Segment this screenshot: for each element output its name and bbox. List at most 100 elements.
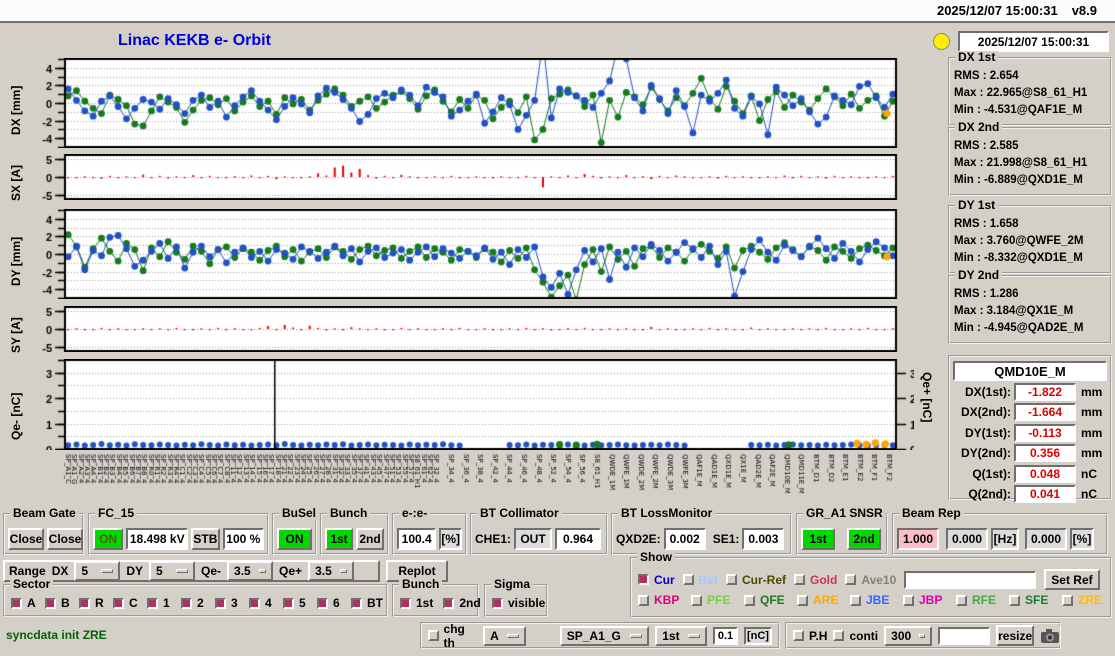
bunch-2nd-item[interactable]: 2nd [443,596,481,610]
ee-ratio-title: e-:e- [399,507,431,520]
sector-5-checkbox[interactable] [283,597,294,609]
chg-th-checkbox[interactable] [428,630,439,641]
show-cur-item[interactable]: Cur [638,573,675,587]
gr-2nd-button[interactable]: 2nd [847,528,881,550]
show-kbp-item[interactable]: KBP [638,593,684,607]
beam-gate-close-button-1[interactable]: Close [8,528,44,550]
sector-bt-item[interactable]: BT [351,596,385,610]
resize-button[interactable]: resize [996,625,1035,646]
show-jbp-checkbox[interactable] [903,594,914,606]
sector-6-item[interactable]: 6 [317,596,351,610]
show-rfe-checkbox[interactable] [956,594,967,606]
beam-rep-group: Beam Rep 1.000 0.000 [Hz] 0.000 [%] [892,507,1108,555]
show-are-checkbox[interactable] [797,594,808,606]
dx-plot [34,58,914,148]
sector-c-checkbox[interactable] [113,597,124,609]
show-zre-item[interactable]: ZRE [1062,593,1108,607]
sigma-visible-item[interactable]: visible [492,596,545,610]
bunch-1st-button[interactable]: 1st [325,528,353,550]
beam-gate-close-button-2[interactable]: Close [47,528,83,550]
camera-button[interactable] [1040,625,1061,646]
sector-bt-checkbox[interactable] [351,597,362,609]
range-dx-select[interactable]: 5 [74,561,121,581]
sector-bt-label: BT [367,596,383,610]
sector-4-item[interactable]: 4 [249,596,283,610]
show-ave10-item[interactable]: Ave10 [845,573,896,587]
charge-plot [34,359,914,450]
count-select[interactable]: 300 [884,625,933,646]
bunch-order-select[interactable]: 1st [655,625,707,646]
show-cur-ref-item[interactable]: Cur-Ref [726,573,786,587]
sector-c-item[interactable]: C [113,596,147,610]
show-gold-checkbox[interactable] [794,574,806,585]
sector-6-checkbox[interactable] [317,597,328,609]
bunch-2nd-button[interactable]: 2nd [356,528,384,550]
set-ref-input[interactable] [904,570,1037,589]
qxd2e-label: QXD2E: [616,532,661,546]
sector-b-item[interactable]: B [45,596,79,610]
sigma-visible-checkbox[interactable] [492,597,503,609]
bunch-1st-item[interactable]: 1st [400,596,433,610]
sector-1-item[interactable]: 1 [147,596,181,610]
sp-device-select[interactable]: SP_A1_G [559,625,650,646]
show-are-item[interactable]: ARE [797,593,843,607]
count-input[interactable] [938,626,991,645]
ph-checkbox[interactable] [793,630,804,641]
bunch-2nd-label: 2nd [459,596,481,610]
show-cur-checkbox[interactable] [638,574,649,585]
bunch-2nd-checkbox[interactable] [443,597,455,609]
show-cur-ref-checkbox[interactable] [726,574,738,585]
range-dy-select[interactable]: 5 [149,561,196,581]
show-sfe-checkbox[interactable] [1009,594,1020,606]
show-cur-ref-label: Cur-Ref [742,572,787,587]
show-ref-item[interactable]: Ref [682,573,718,587]
range-qe--select[interactable]: 3.5 [227,561,274,581]
sector-3-item[interactable]: 3 [215,596,249,610]
fc15-stb-button[interactable]: STB [191,528,220,550]
sector-3-checkbox[interactable] [215,597,226,609]
beam-rep-unit-pct: [%] [1070,528,1094,550]
sector-r-item[interactable]: R [79,596,113,610]
sector-1-checkbox[interactable] [147,597,158,609]
conti-checkbox[interactable] [833,630,845,641]
show-kbp-checkbox[interactable] [638,594,649,606]
sector-a-checkbox[interactable] [11,597,22,609]
set-ref-button[interactable]: Set Ref [1044,569,1100,590]
bunch-1st-checkbox[interactable] [400,597,411,609]
chg-th-select[interactable]: A [483,625,526,646]
show-rfe-item[interactable]: RFE [956,593,1002,607]
show-ave10-checkbox[interactable] [845,574,857,585]
sector-2-item[interactable]: 2 [181,596,215,610]
fc15-on-button[interactable]: ON [93,528,124,550]
conti-checkbox-item[interactable]: conti [833,629,878,643]
show-jbe-checkbox[interactable] [850,594,861,606]
show-pfe-checkbox[interactable] [691,594,702,606]
ph-label: P.H [809,628,828,643]
sector-r-checkbox[interactable] [79,597,90,609]
chg-th-checkbox-item[interactable]: chg th [428,622,477,650]
beam-rep-value-1: 1.000 [897,528,939,550]
show-zre-checkbox[interactable] [1062,594,1073,606]
threshold-input[interactable]: 0.1 [713,626,738,645]
busel-on-button[interactable]: ON [277,528,312,550]
sector-2-checkbox[interactable] [181,597,192,609]
monitor-row-label: DY(1st): [964,425,1011,440]
gr-1st-button[interactable]: 1st [801,528,835,550]
sector-4-checkbox[interactable] [249,597,260,609]
show-ref-checkbox[interactable] [682,574,694,585]
che1-state: OUT [514,528,553,550]
show-gold-label: Gold [810,572,838,587]
show-gold-item[interactable]: Gold [794,573,837,587]
show-jbe-item[interactable]: JBE [850,593,896,607]
show-jbp-item[interactable]: JBP [903,593,949,607]
show-qfe-checkbox[interactable] [744,594,755,606]
show-sfe-item[interactable]: SFE [1009,593,1055,607]
range-qe--select[interactable]: 3.5 [308,561,355,581]
sector-b-checkbox[interactable] [45,597,56,609]
sector-5-item[interactable]: 5 [283,596,317,610]
show-pfe-item[interactable]: PFE [691,593,737,607]
sector-a-item[interactable]: A [11,596,45,610]
monitor-row-label: DX(1st): [964,384,1011,399]
show-qfe-item[interactable]: QFE [744,593,790,607]
ph-checkbox-item[interactable]: P.H [793,629,827,643]
